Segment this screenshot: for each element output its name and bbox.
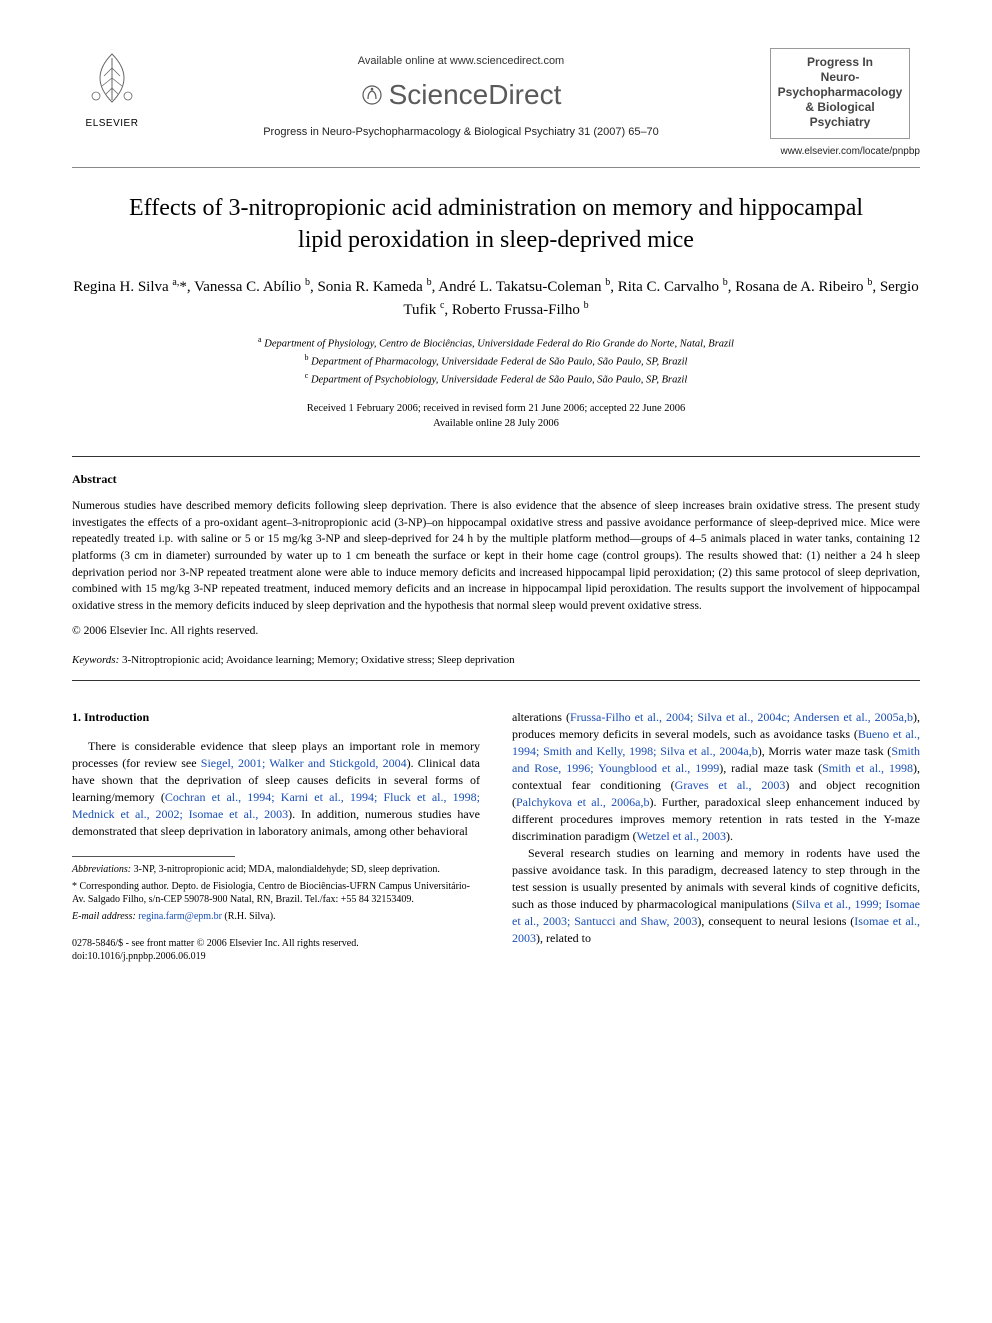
doi-line: doi:10.1016/j.pnpbp.2006.06.019 (72, 951, 206, 962)
sciencedirect-logo: ScienceDirect (361, 75, 562, 114)
intro-paragraph-1-right: alterations (Frussa-Filho et al., 2004; … (512, 709, 920, 845)
keywords-line: Keywords: 3-Nitroptropionic acid; Avoida… (72, 653, 920, 668)
article-title: Effects of 3-nitropropionic acid adminis… (112, 192, 880, 257)
footnotes-block: Abbreviations: 3-NP, 3-nitropropionic ac… (72, 863, 480, 923)
abstract-heading: Abstract (72, 471, 920, 488)
abstract-body: Numerous studies have described memory d… (72, 498, 920, 615)
journal-header: ELSEVIER Available online at www.science… (72, 48, 920, 159)
intro-paragraph-1-left: There is considerable evidence that slee… (72, 738, 480, 840)
issn-line: 0278-5846/$ - see front matter © 2006 El… (72, 938, 359, 949)
email-footnote: E-mail address: regina.farm@epm.br (R.H.… (72, 910, 480, 924)
keywords-label: Keywords: (72, 654, 119, 666)
abbreviations-footnote: Abbreviations: 3-NP, 3-nitropropionic ac… (72, 863, 480, 877)
abbreviations-text: 3-NP, 3-nitropropionic acid; MDA, malond… (134, 864, 440, 875)
keywords-text: 3-Nitroptropionic acid; Avoidance learni… (122, 654, 515, 666)
email-link[interactable]: regina.farm@epm.br (138, 911, 222, 922)
journal-cover-line3: & Biological Psychiatry (775, 100, 905, 130)
journal-cover-line2: Neuro-Psychopharmacology (775, 70, 905, 100)
citation-link[interactable]: Frussa-Filho et al., 2004; Silva et al.,… (570, 710, 913, 724)
email-author: (R.H. Silva). (224, 911, 275, 922)
left-column: 1. Introduction There is considerable ev… (72, 709, 480, 963)
publisher-label: ELSEVIER (72, 117, 152, 131)
citation-link[interactable]: Wetzel et al., 2003 (637, 829, 726, 843)
intro-text: ), Morris water maze task ( (758, 744, 892, 758)
online-date: Available online 28 July 2006 (433, 418, 559, 429)
available-online-text: Available online at www.sciencedirect.co… (152, 54, 770, 69)
authors-list: Regina H. Silva a,*, Vanessa C. Abílio b… (72, 275, 920, 322)
corresponding-author-footnote: * Corresponding author. Depto. de Fisiol… (72, 880, 480, 907)
elsevier-tree-icon (82, 48, 142, 108)
publisher-logo-block: ELSEVIER (72, 48, 152, 131)
citation-link[interactable]: Palchykova et al., 2006a,b (516, 795, 650, 809)
citation-link[interactable]: Graves et al., 2003 (675, 778, 786, 792)
header-right: Progress In Neuro-Psychopharmacology & B… (770, 48, 920, 159)
sciencedirect-text: ScienceDirect (389, 75, 562, 114)
footer-issn-block: 0278-5846/$ - see front matter © 2006 El… (72, 937, 480, 963)
intro-text: alterations ( (512, 710, 570, 724)
sciencedirect-icon (361, 84, 383, 106)
journal-cover-thumbnail: Progress In Neuro-Psychopharmacology & B… (770, 48, 910, 139)
citation-link[interactable]: Siegel, 2001; Walker and Stickgold, 2004 (201, 756, 407, 770)
article-dates: Received 1 February 2006; received in re… (72, 401, 920, 433)
journal-locate-url[interactable]: www.elsevier.com/locate/pnpbp (770, 145, 920, 159)
footnote-separator (72, 856, 235, 857)
affiliations-list: a Department of Physiology, Centro de Bi… (72, 334, 920, 389)
header-center: Available online at www.sciencedirect.co… (152, 48, 770, 140)
corresponding-label: * Corresponding author. (72, 881, 169, 892)
abbreviations-label: Abbreviations: (72, 864, 131, 875)
right-column: alterations (Frussa-Filho et al., 2004; … (512, 709, 920, 963)
header-rule (72, 167, 920, 168)
email-label: E-mail address: (72, 911, 136, 922)
received-date: Received 1 February 2006; received in re… (307, 403, 685, 414)
pre-abstract-rule (72, 456, 920, 457)
intro-text: ), radial maze task ( (719, 761, 822, 775)
journal-reference: Progress in Neuro-Psychopharmacology & B… (152, 125, 770, 140)
section-1-heading: 1. Introduction (72, 709, 480, 726)
intro-text: ). (726, 829, 733, 843)
intro-text: ), consequent to neural lesions ( (697, 914, 854, 928)
citation-link[interactable]: Smith et al., 1998 (822, 761, 913, 775)
abstract-copyright: © 2006 Elsevier Inc. All rights reserved… (72, 623, 920, 639)
journal-cover-line1: Progress In (775, 55, 905, 70)
post-keywords-rule (72, 680, 920, 681)
body-columns: 1. Introduction There is considerable ev… (72, 709, 920, 963)
intro-text: ), related to (536, 931, 591, 945)
intro-paragraph-2: Several research studies on learning and… (512, 845, 920, 947)
